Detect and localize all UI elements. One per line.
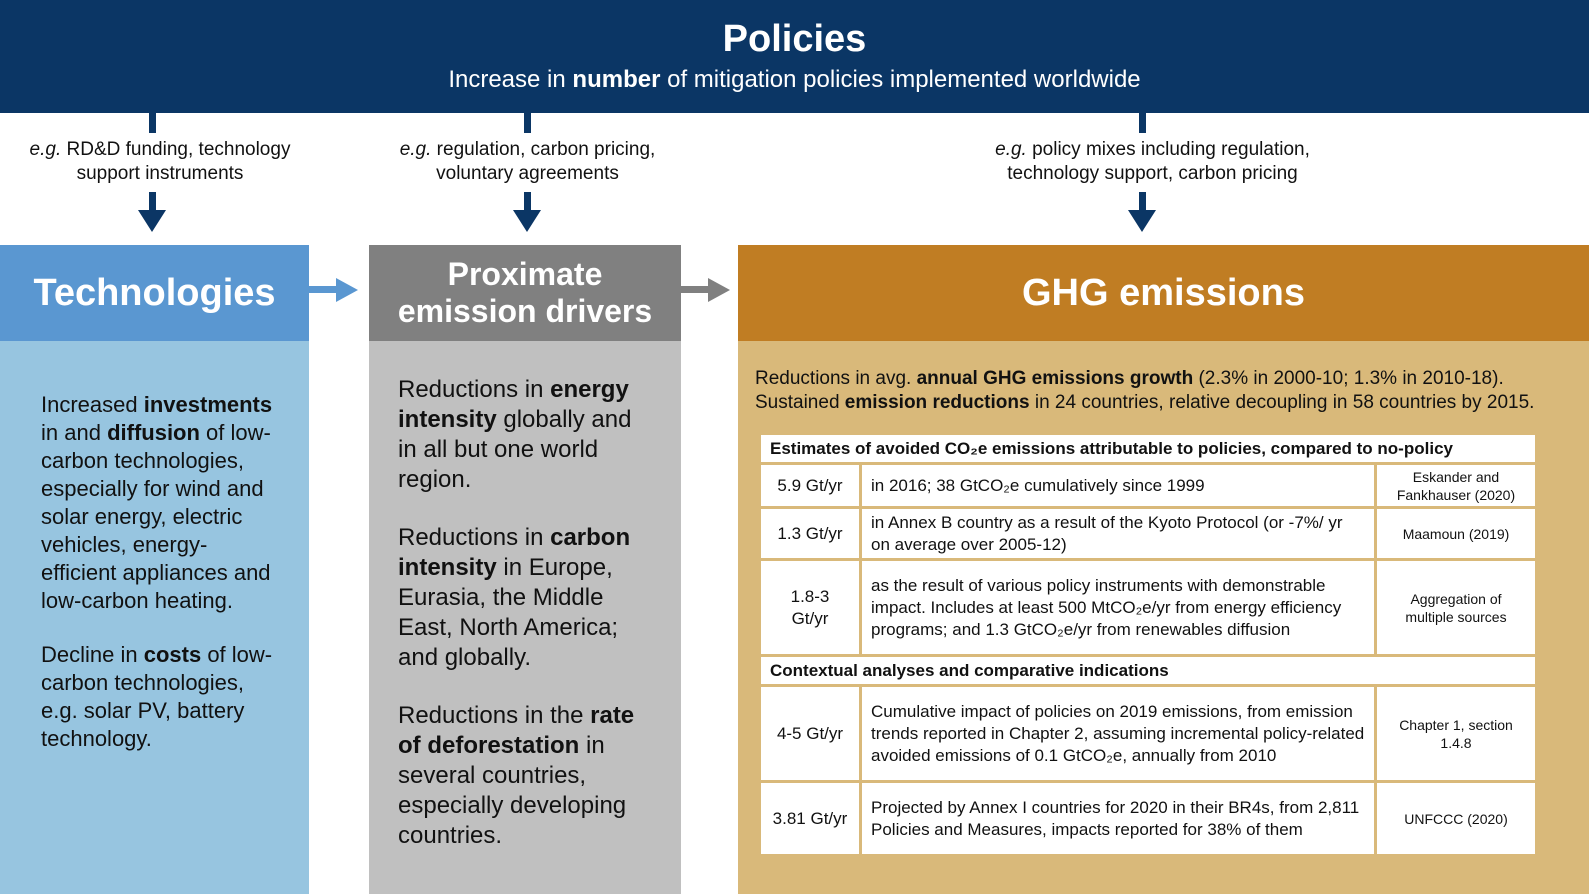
cell-source: UNFCCC (2020) — [1374, 780, 1538, 857]
section-title: Estimates of avoided CO₂e emissions attr… — [758, 432, 1538, 465]
bold-text: emission reductions — [844, 392, 1030, 413]
cell-description: as the result of various policy instrume… — [859, 558, 1377, 657]
subtitle-post: of mitigation policies implemented world… — [660, 66, 1141, 93]
drivers-para-1: Reductions in energy intensity globally … — [398, 375, 656, 495]
table-row: 4-5 Gt/yr Cumulative impact of policies … — [758, 684, 1538, 783]
table-row: 3.81 Gt/yr Projected by Annex I countrie… — [758, 780, 1538, 857]
table-row: 5.9 Gt/yr in 2016; 38 GtCO₂e cumulativel… — [758, 462, 1538, 509]
drivers-body: Reductions in energy intensity globally … — [369, 341, 681, 894]
example-text: RD&D funding, technology support instrum… — [61, 139, 291, 184]
cell-description: in 2016; 38 GtCO₂e cumulatively since 19… — [859, 462, 1377, 509]
bold-text: carbon intensity — [398, 524, 631, 581]
example-text: policy mixes including regulation, techn… — [1007, 139, 1310, 184]
arrow-shaft — [309, 286, 339, 293]
eg-label: e.g. — [995, 139, 1027, 160]
table-section-header: Estimates of avoided CO₂e emissions attr… — [758, 432, 1538, 465]
cell-value: 4-5 Gt/yr — [758, 684, 862, 783]
arrow-shaft — [149, 192, 156, 212]
drivers-title-line2: emission drivers — [397, 293, 653, 329]
down-arrow-icon — [138, 210, 166, 232]
cell-value: 5.9 Gt/yr — [758, 462, 862, 509]
text: globally and in all but one world region… — [398, 406, 632, 493]
drivers-header: Proximate emission drivers — [369, 245, 681, 341]
drivers-para-3: Reductions in the rate of deforestation … — [398, 701, 656, 851]
cell-description: Projected by Annex I countries for 2020 … — [859, 780, 1377, 857]
subtitle-bold: number — [572, 66, 661, 93]
policies-subtitle: Increase in number of mitigation policie… — [0, 66, 1589, 94]
text: Reductions in the — [398, 702, 591, 729]
connector-line — [149, 113, 156, 133]
section-title: Contextual analyses and comparative indi… — [758, 654, 1538, 687]
drivers-title-line1: Proximate — [447, 256, 603, 292]
bold-text: costs — [143, 642, 202, 667]
cell-value: 1.8-3 Gt/yr — [758, 558, 862, 657]
connector-line — [1139, 113, 1146, 133]
text: Reductions in — [398, 376, 551, 403]
drivers-para-2: Reductions in carbon intensity in Europe… — [398, 523, 656, 673]
technologies-title: Technologies — [33, 271, 276, 314]
policies-title: Policies — [722, 18, 867, 60]
eg-label: e.g. — [29, 139, 62, 160]
table-section-header: Contextual analyses and comparative indi… — [758, 654, 1538, 687]
arrow-shaft — [681, 286, 711, 293]
table-row: 1.8-3 Gt/yr as the result of various pol… — [758, 558, 1538, 657]
text: of low-carbon technologies, e.g. solar P… — [41, 642, 273, 751]
text: Reductions in — [398, 524, 551, 551]
text: Decline in — [41, 642, 144, 667]
cell-source: Aggregation of multiple sources — [1374, 558, 1538, 657]
text: in and — [41, 420, 108, 445]
text: in Europe, Eurasia, the Middle East, Nor… — [398, 554, 619, 671]
table-row: 1.3 Gt/yr in Annex B country as a result… — [758, 506, 1538, 561]
cell-description: Cumulative impact of policies on 2019 em… — [859, 684, 1377, 783]
example-technologies: e.g. RD&D funding, technology support in… — [10, 138, 310, 186]
example-text: regulation, carbon pricing, voluntary ag… — [431, 139, 656, 184]
policies-banner: Policies Increase in number of mitigatio… — [0, 0, 1589, 113]
bold-text: annual GHG emissions growth — [916, 368, 1194, 389]
cell-source: Maamoun (2019) — [1374, 506, 1538, 561]
text: Increased — [41, 392, 144, 417]
bold-text: rate of deforestation — [398, 702, 635, 759]
cell-description: in Annex B country as a result of the Ky… — [859, 506, 1377, 561]
example-drivers: e.g. regulation, carbon pricing, volunta… — [380, 138, 675, 186]
arrow-shaft — [1139, 192, 1146, 212]
connector-line — [524, 113, 531, 133]
right-arrow-icon — [336, 278, 358, 302]
ghg-header: GHG emissions — [738, 245, 1589, 341]
cell-source: Eskander and Fankhauser (2020) — [1374, 462, 1538, 509]
cell-value: 1.3 Gt/yr — [758, 506, 862, 561]
text: Sustained — [755, 392, 845, 413]
right-arrow-icon — [708, 278, 730, 302]
text: of low-carbon technologies, especially f… — [41, 420, 271, 613]
down-arrow-icon — [1128, 210, 1156, 232]
text: Reductions in avg. — [755, 368, 917, 389]
text: in several countries, especially develop… — [398, 732, 627, 849]
bold-text: investments — [143, 392, 273, 417]
arrow-shaft — [524, 192, 531, 212]
bold-text: diffusion — [107, 420, 200, 445]
technologies-header: Technologies — [0, 245, 309, 341]
text: (2.3% in 2000-10; 1.3% in 2010-18). — [1193, 368, 1504, 389]
example-ghg: e.g. policy mixes including regulation, … — [975, 138, 1330, 186]
cell-source: Chapter 1, section 1.4.8 — [1374, 684, 1538, 783]
avoided-emissions-table: Estimates of avoided CO₂e emissions attr… — [758, 432, 1538, 857]
ghg-line-2: Sustained emission reductions in 24 coun… — [755, 391, 1585, 415]
text: in 24 countries, relative decoupling in … — [1029, 392, 1535, 413]
technologies-para-1: Increased investments in and diffusion o… — [41, 391, 281, 615]
ghg-title: GHG emissions — [1022, 271, 1305, 314]
technologies-para-2: Decline in costs of low-carbon technolog… — [41, 641, 281, 753]
subtitle-pre: Increase in — [448, 66, 573, 93]
technologies-body: Increased investments in and diffusion o… — [0, 341, 309, 894]
down-arrow-icon — [513, 210, 541, 232]
bold-text: energy intensity — [398, 376, 629, 433]
ghg-line-1: Reductions in avg. annual GHG emissions … — [755, 367, 1585, 391]
cell-value: 3.81 Gt/yr — [758, 780, 862, 857]
eg-label: e.g. — [399, 139, 432, 160]
